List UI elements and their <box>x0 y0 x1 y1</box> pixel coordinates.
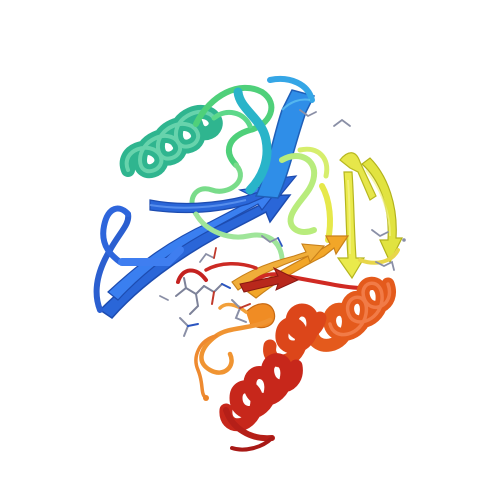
loops-green-top <box>189 84 275 217</box>
helix-orange-right <box>305 276 396 352</box>
strand-cyan-top <box>233 76 316 199</box>
helix-red-middle <box>263 303 327 368</box>
ligand-sticks <box>159 109 406 337</box>
ribbon-accents <box>149 98 391 255</box>
loops-light-green-center <box>193 146 330 261</box>
sheet-yellow-right <box>319 152 403 280</box>
helix-red-bottom <box>219 353 303 452</box>
loops-orange-bottom <box>194 302 273 401</box>
helix-teal-top-left <box>119 105 223 179</box>
